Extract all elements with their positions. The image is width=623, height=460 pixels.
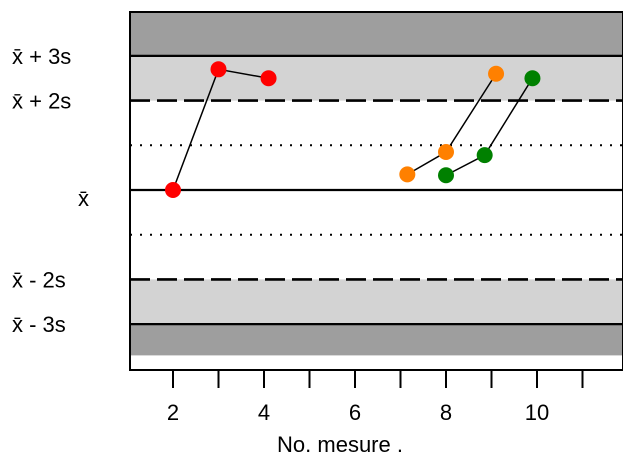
control-line-label-1: x̄ + 2s	[12, 89, 71, 114]
data-point	[438, 144, 454, 161]
data-point	[488, 65, 505, 82]
x-tick-label: 4	[258, 400, 270, 425]
control-lines	[130, 54, 623, 326]
data-series	[165, 61, 541, 198]
x-tick-label: 2	[167, 400, 179, 425]
data-point	[476, 147, 493, 164]
control-line-label-0: x̄ + 3s	[12, 44, 71, 69]
data-point	[165, 182, 181, 198]
series-1	[399, 65, 505, 183]
series-0	[165, 61, 277, 198]
control-line-label-5: x̄ - 2s	[12, 267, 66, 292]
control-band-3	[130, 324, 623, 356]
control-line-label-3: x̄	[78, 186, 89, 211]
control-band-1	[130, 55, 623, 101]
control-band-2	[130, 279, 623, 325]
data-point	[210, 61, 227, 78]
data-point	[260, 70, 277, 87]
data-point	[438, 167, 454, 184]
x-tick-label: 10	[525, 400, 549, 425]
x-tick-label: 8	[440, 400, 452, 425]
control-bands	[130, 12, 623, 356]
control-line-labels: x̄ + 3s x̄ + 2s x̄ x̄ - 2s x̄ - 3s	[12, 44, 89, 337]
control-band-0	[130, 12, 623, 56]
data-point	[399, 166, 416, 183]
x-axis: 2 4 6 8 10	[130, 369, 623, 425]
data-point	[524, 70, 541, 87]
x-tick-label: 6	[349, 400, 361, 425]
control-line-label-6: x̄ - 3s	[12, 312, 66, 337]
series-2	[438, 70, 541, 184]
x-axis-title: No. mesure .	[277, 432, 403, 457]
